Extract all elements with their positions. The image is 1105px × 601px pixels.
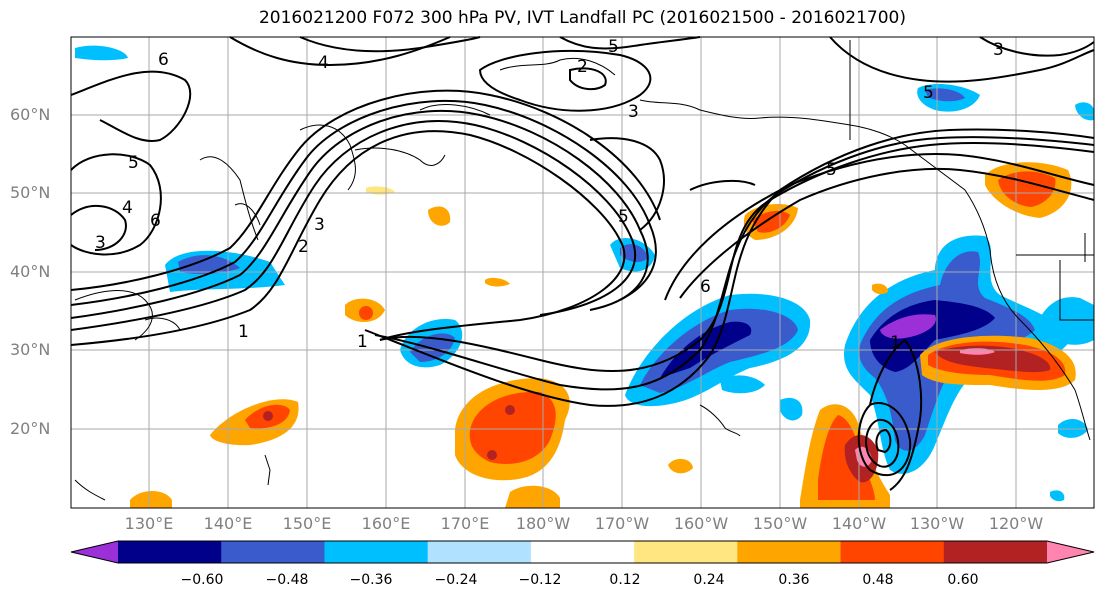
contour-labels: 6 4 5 2 3 5 3 5 3 4 6 3 2 5 1 1 5 6 1 5 …: [95, 37, 1004, 353]
contour-label: 5: [923, 83, 934, 103]
contour-label: 1: [238, 322, 249, 342]
colorbar-tick-label: 0.24: [693, 572, 725, 588]
contour-label: 3: [95, 233, 106, 253]
lat-label: 30°N: [10, 340, 51, 359]
colorbar-tick-label: −0.24: [434, 572, 478, 588]
contour-label: 5: [608, 37, 619, 57]
colorbar-tick-label: 0.36: [778, 572, 810, 588]
colorbar-tick-label: −0.36: [349, 572, 393, 588]
contour-label: 5: [128, 153, 139, 173]
contour-label: 1: [357, 332, 368, 352]
colorbar-swatch: [221, 541, 325, 563]
contour-label: 4: [122, 198, 133, 218]
colorbar-swatch: [324, 541, 429, 563]
lat-label: 40°N: [10, 262, 51, 281]
colorbar-swatch: [530, 541, 635, 563]
colorbar-outline: [70, 540, 1095, 564]
lon-label: 170°W: [594, 514, 650, 533]
map-title: 2016021200 F072 300 hPa PV, IVT Landfall…: [258, 8, 906, 28]
lon-label: 170°E: [440, 514, 490, 533]
colorbar-tick-label: 0.60: [947, 572, 979, 588]
colorbar-extend-high: [1047, 541, 1094, 563]
contour-label: 3: [628, 102, 639, 122]
lat-label: 50°N: [10, 183, 51, 202]
colorbar-tick-label: 0.48: [862, 572, 894, 588]
lon-label: 130°E: [124, 514, 174, 533]
colorbar-swatch: [427, 541, 532, 563]
lon-label: 160°W: [673, 514, 729, 533]
contour-label: 2: [298, 237, 309, 257]
lon-label: 140°E: [203, 514, 253, 533]
contour-label: 6: [150, 211, 161, 231]
lon-label: 140°W: [831, 514, 887, 533]
lat-label: 60°N: [10, 105, 51, 124]
colorbar-extend-low: [71, 541, 118, 563]
contour-label: 3: [993, 40, 1004, 60]
colorbar-swatch: [118, 541, 222, 563]
contour-label: 2: [577, 57, 588, 77]
lon-label: 160°E: [361, 514, 411, 533]
contour-label: 3: [314, 215, 325, 235]
colorbar-swatch: [737, 541, 842, 563]
colorbar-swatch: [634, 541, 738, 563]
lon-label: 150°E: [282, 514, 332, 533]
colorbar-tick-label: 0.12: [609, 572, 641, 588]
contour-label: 4: [318, 53, 329, 73]
contour-label: 5: [826, 160, 837, 180]
coastlines: [74, 40, 1094, 501]
colorbar-swatch: [943, 541, 1048, 563]
colorbar-tick-label: −0.12: [518, 572, 562, 588]
lon-label: 180°W: [515, 514, 571, 533]
lon-label: 150°W: [752, 514, 808, 533]
graticule: [71, 37, 1094, 508]
pv-contours: [70, 36, 1095, 491]
map-frame: [70, 36, 1095, 509]
contour-label: 6: [158, 50, 169, 70]
colorbar-tick-label: −0.60: [180, 572, 224, 588]
colorbar: [70, 540, 1095, 564]
contour-label: 5: [618, 207, 629, 227]
lon-label: 130°W: [909, 514, 965, 533]
colorbar-tick-label: −0.48: [265, 572, 309, 588]
lon-label: 120°W: [988, 514, 1044, 533]
colorbar-swatch: [840, 541, 945, 563]
lat-label: 20°N: [10, 419, 51, 438]
contour-label: 1: [890, 333, 901, 353]
contour-label: 6: [700, 277, 711, 297]
